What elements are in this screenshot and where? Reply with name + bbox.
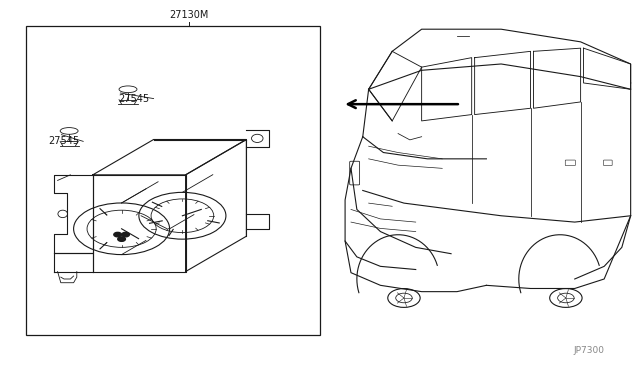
Circle shape [122,232,129,237]
Circle shape [118,237,125,241]
Circle shape [114,232,122,237]
Text: 27545: 27545 [118,94,150,103]
Text: 27545: 27545 [48,137,79,146]
Text: 27130M: 27130M [169,10,209,20]
Text: JP7300: JP7300 [574,346,605,355]
Bar [26,26,320,335]
